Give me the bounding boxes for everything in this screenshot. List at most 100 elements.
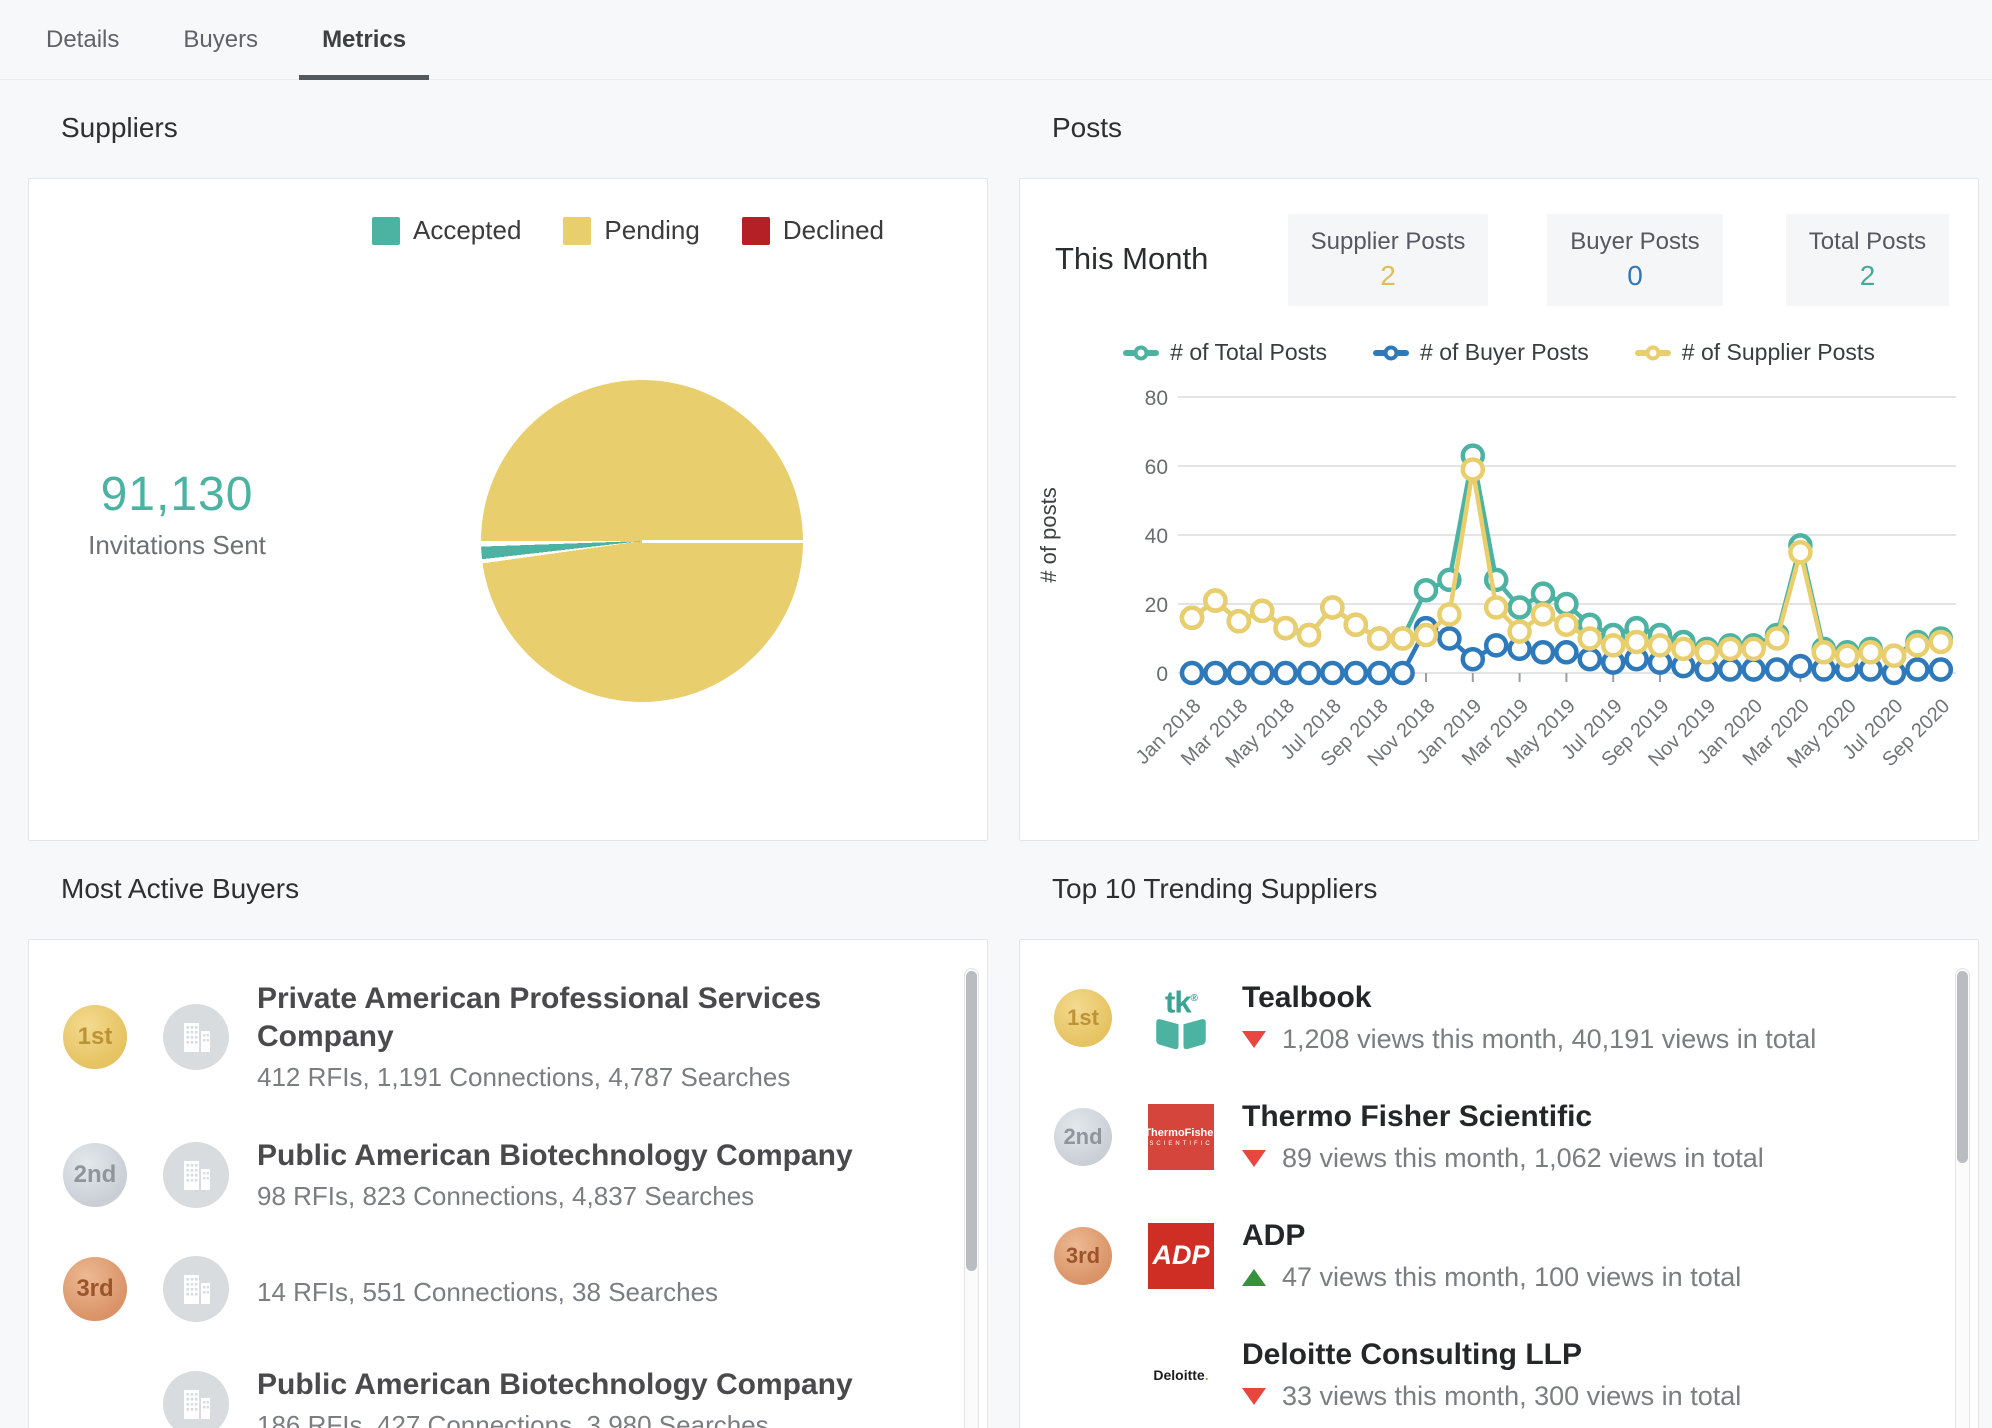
supplier-row[interactable]: 2nd ThermoFisher SCIENTIFIC Thermo Fisher…: [1054, 1099, 1918, 1174]
posts-card: This Month Supplier Posts 2 Buyer Posts …: [1019, 178, 1979, 841]
stat-buyer-posts: Buyer Posts 0: [1547, 214, 1723, 306]
buyer-stats: 412 RFIs, 1,191 Connections, 4,787 Searc…: [257, 1062, 791, 1092]
rank-badge: 2nd: [1054, 1107, 1112, 1166]
tab-buyers[interactable]: Buyers: [183, 25, 259, 53]
views-text: 89 views this month, 1,062 views in tota…: [1282, 1143, 1764, 1173]
line-legend-item[interactable]: # of Buyer Posts: [1373, 339, 1589, 366]
supplier-views: 33 views this month, 300 views in total: [1242, 1381, 1741, 1412]
buyer-row[interactable]: Public American Biotechnology Company 18…: [63, 1366, 927, 1428]
tealbook-book-icon: [1156, 1018, 1206, 1049]
suppliers-scrollbar-track[interactable]: [1955, 968, 1970, 1428]
legend-label: Pending: [604, 215, 700, 245]
supplier-logo: tk®: [1148, 985, 1214, 1051]
buyer-row[interactable]: 1st Private American Professional Servic…: [63, 980, 927, 1093]
trend-arrow-icon: [1242, 1031, 1266, 1048]
trend-arrow-icon: [1242, 1269, 1266, 1286]
building-icon: [163, 1141, 229, 1208]
buyer-info: Public American Biotechnology Company 98…: [257, 1137, 853, 1212]
invitations-label: Invitations Sent: [88, 530, 266, 560]
pie-legend-item[interactable]: Pending: [563, 215, 700, 246]
rank-badge: [1054, 1346, 1112, 1404]
series-yellow: [1179, 457, 1954, 668]
invitations-count: 91,130: [100, 468, 254, 521]
buyers-scrollbar-track[interactable]: [964, 968, 979, 1428]
buyers-list: 1st Private American Professional Servic…: [29, 940, 987, 1428]
pie-legend-item[interactable]: Accepted: [372, 215, 521, 246]
posts-line-chart: 0 20 40 60 80 Jan 2018 Mar 2018 May 2018 Jul 201…: [1032, 375, 1972, 815]
legend-label: # of Total Posts: [1170, 339, 1328, 365]
y-tick-label: 20: [1145, 594, 1168, 617]
y-axis-title: # of posts: [1036, 487, 1061, 582]
supplier-name: Deloitte Consulting LLP: [1242, 1338, 1582, 1371]
stat-supplier-posts: Supplier Posts 2: [1288, 214, 1488, 306]
suppliers-section-title: Suppliers: [61, 112, 178, 143]
supplier-info: Deloitte Consulting LLP 33 views this mo…: [1242, 1337, 1741, 1412]
stat-value: 0: [1627, 260, 1643, 291]
legend-label: # of Supplier Posts: [1681, 339, 1875, 365]
adp-logo-text: ADP: [1152, 1240, 1210, 1270]
buyer-name: Public American Biotechnology Company: [257, 1368, 853, 1401]
rank-badge: 3rd: [1054, 1226, 1112, 1285]
invitations-pie-chart: [481, 380, 803, 702]
supplier-row[interactable]: 1st tk® Tealbook 1,208 views this month,…: [1054, 980, 1918, 1055]
rank-badge: 2nd: [63, 1142, 127, 1207]
stat-value: 2: [1859, 260, 1876, 291]
line-legend-item[interactable]: # of Total Posts: [1123, 339, 1327, 366]
legend-swatch: [372, 216, 400, 245]
supplier-info: ADP 47 views this month, 100 views in to…: [1242, 1218, 1741, 1293]
supplier-views: 1,208 views this month, 40,191 views in …: [1242, 1024, 1816, 1055]
building-icon: [163, 1370, 229, 1428]
supplier-info: Tealbook 1,208 views this month, 40,191 …: [1242, 980, 1816, 1055]
y-tick-label: 80: [1145, 387, 1168, 410]
left-column: Suppliers Accepted Pending Declined 91,1…: [28, 80, 988, 1428]
supplier-row[interactable]: Deloitte. Deloitte Consulting LLP 33 vie…: [1054, 1337, 1918, 1412]
stat-label: Buyer Posts: [1570, 228, 1700, 255]
views-text: 47 views this month, 100 views in total: [1282, 1262, 1742, 1292]
tab-metrics[interactable]: Metrics: [299, 0, 430, 80]
legend-line-marker: [1123, 345, 1160, 360]
buyers-section-title: Most Active Buyers: [61, 873, 300, 904]
supplier-views: 89 views this month, 1,062 views in tota…: [1242, 1143, 1764, 1174]
supplier-row[interactable]: 3rd ADP ADP 47 views this month, 100 vie…: [1054, 1218, 1918, 1293]
rank-badge: 3rd: [63, 1257, 127, 1321]
y-tick-label: 40: [1145, 525, 1168, 548]
pie-legend: Accepted Pending Declined: [149, 215, 1107, 246]
pie-legend-item[interactable]: Declined: [741, 215, 884, 246]
supplier-views: 47 views this month, 100 views in total: [1242, 1262, 1741, 1293]
legend-ring-icon: [1383, 345, 1399, 360]
supplier-logo: ThermoFisher SCIENTIFIC: [1144, 1103, 1218, 1170]
trending-section-title: Top 10 Trending Suppliers: [1052, 873, 1378, 904]
this-month-label: This Month: [1055, 241, 1209, 276]
legend-line-marker: [1373, 345, 1410, 360]
most-active-buyers-card: 1st Private American Professional Servic…: [28, 939, 988, 1428]
buyer-stats: 186 RFIs, 427 Connections, 3,980 Searche…: [257, 1410, 769, 1428]
buyer-stats: 14 RFIs, 551 Connections, 38 Searches: [257, 1276, 719, 1307]
building-icon: [163, 1003, 229, 1070]
supplier-info: Thermo Fisher Scientific 89 views this m…: [1242, 1099, 1764, 1174]
legend-line-marker: [1634, 345, 1671, 360]
legend-label: Declined: [782, 215, 884, 245]
legend-swatch: [563, 216, 592, 245]
tab-bar: Details Buyers Metrics: [0, 0, 1992, 80]
invitations-summary: 91,130 Invitations Sent: [69, 467, 285, 561]
buyer-row[interactable]: 3rd 14 RFIs, 551 Connections, 38 Searche…: [63, 1256, 927, 1322]
legend-ring-icon: [1645, 345, 1661, 360]
buyer-name: Private American Professional Services C…: [257, 982, 822, 1053]
legend-label: Accepted: [413, 215, 522, 245]
thermofisher-logo-subtext: SCIENTIFIC: [1149, 1140, 1213, 1147]
legend-label: # of Buyer Posts: [1420, 339, 1589, 365]
supplier-name: Thermo Fisher Scientific: [1242, 1100, 1593, 1133]
buyer-info: Private American Professional Services C…: [257, 980, 897, 1093]
stat-label: Supplier Posts: [1310, 228, 1466, 255]
buyers-scrollbar-thumb[interactable]: [966, 971, 977, 1271]
posts-section-title: Posts: [1052, 112, 1123, 143]
y-tick-label: 60: [1145, 456, 1168, 479]
line-legend-item[interactable]: # of Supplier Posts: [1634, 339, 1875, 366]
buyer-row[interactable]: 2nd Public American Biotechnology Compan…: [63, 1137, 927, 1212]
trending-suppliers-list: 1st tk® Tealbook 1,208 views this month,…: [1020, 940, 1978, 1428]
legend-ring-icon: [1133, 345, 1149, 360]
tab-details[interactable]: Details: [46, 25, 120, 53]
rank-badge: 1st: [1054, 988, 1112, 1047]
suppliers-scrollbar-thumb[interactable]: [1957, 971, 1968, 1163]
